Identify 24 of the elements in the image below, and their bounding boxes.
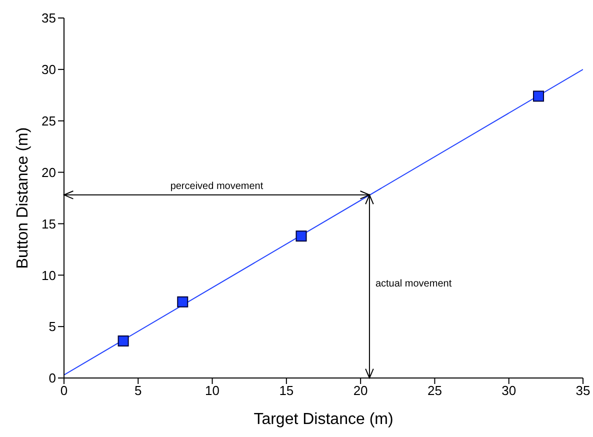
x-tick-label: 20 bbox=[353, 383, 368, 398]
point bbox=[177, 296, 188, 308]
y-tick-label: 5 bbox=[48, 319, 56, 334]
y-tick-label: 25 bbox=[42, 113, 56, 128]
x-tick-label: 0 bbox=[60, 383, 68, 398]
x-tick-label: 10 bbox=[205, 383, 220, 398]
x-tick-label: 35 bbox=[576, 383, 590, 398]
y-tick-label: 10 bbox=[42, 268, 56, 283]
x-tick-label: 25 bbox=[427, 383, 442, 398]
y-tick-label: 30 bbox=[42, 62, 56, 78]
point bbox=[533, 90, 544, 102]
y-axis-title: Button Distance (m) bbox=[14, 127, 32, 269]
x-axis-title: Target Distance (m) bbox=[254, 411, 394, 428]
x-tick-label: 5 bbox=[134, 383, 142, 398]
point bbox=[118, 335, 129, 346]
x-tick-label: 30 bbox=[502, 383, 516, 398]
y-tick-label: 0 bbox=[48, 370, 56, 386]
y-tick-label: 20 bbox=[42, 164, 56, 180]
point bbox=[296, 230, 307, 242]
ref-line-label: actual movement bbox=[375, 278, 452, 290]
y-tick-label: 15 bbox=[42, 216, 56, 232]
x-tick-label: 15 bbox=[279, 383, 294, 398]
y-tick-label: 35 bbox=[42, 10, 56, 26]
ref-line-label: perceived movement bbox=[170, 180, 264, 192]
